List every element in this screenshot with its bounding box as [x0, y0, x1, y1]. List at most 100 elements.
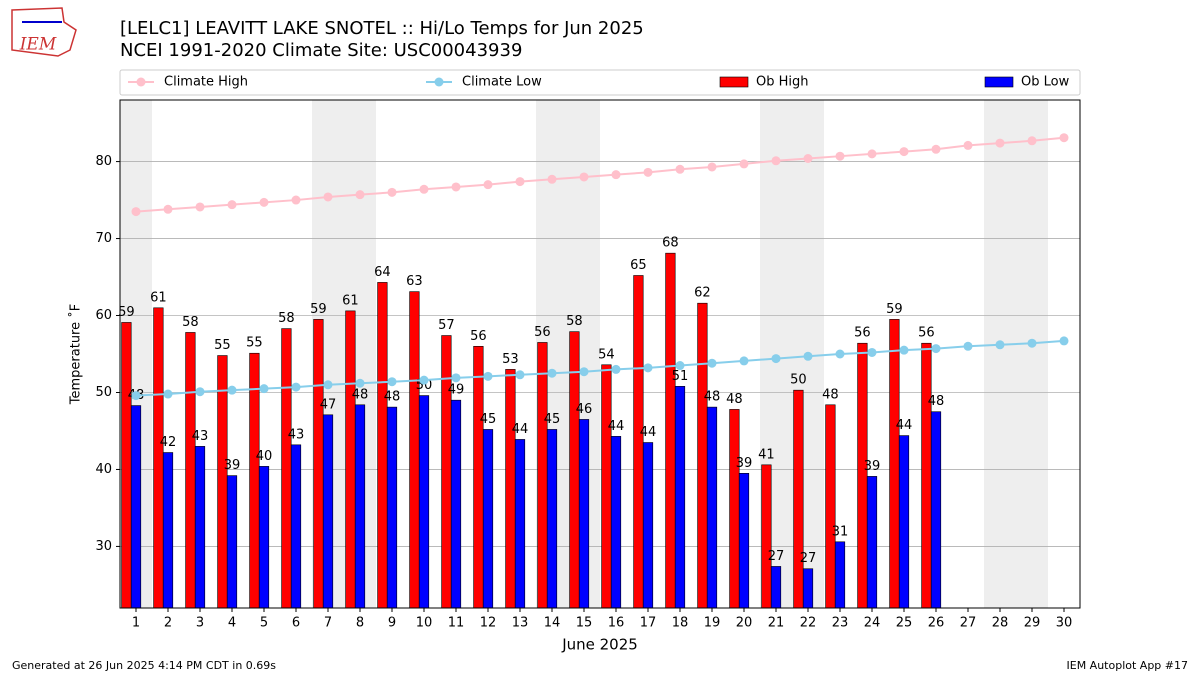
legend-swatch	[719, 76, 749, 88]
bar-label: 61	[342, 293, 359, 308]
bar	[130, 405, 142, 609]
x-tick-label: 17	[640, 616, 657, 631]
bar-label: 48	[352, 387, 369, 402]
bar-label: 58	[566, 314, 583, 329]
chart-title: [LELC1] LEAVITT LAKE SNOTEL :: Hi/Lo Tem…	[120, 18, 644, 39]
point	[451, 182, 461, 192]
bar-label: 56	[918, 326, 935, 341]
x-tick-label: 20	[736, 616, 753, 631]
line	[135, 136, 1065, 213]
bar-label: 49	[448, 383, 465, 398]
point	[931, 144, 941, 154]
point	[867, 347, 877, 357]
y-tick-label: 30	[95, 539, 112, 554]
bar-label: 27	[800, 551, 817, 566]
x-tick-label: 25	[896, 616, 913, 631]
bar	[258, 466, 270, 609]
bar-label: 39	[224, 458, 241, 473]
point	[195, 202, 205, 212]
footer-left: Generated at 26 Jun 2025 4:14 PM CDT in …	[12, 659, 276, 672]
bar	[153, 307, 164, 609]
point	[483, 180, 493, 190]
point	[451, 373, 461, 383]
point	[803, 351, 813, 361]
bar-label: 50	[790, 373, 807, 388]
point	[675, 361, 685, 371]
point	[259, 384, 269, 394]
point	[611, 364, 621, 374]
point	[547, 174, 557, 184]
bar-label: 39	[864, 459, 881, 474]
bar	[322, 414, 334, 609]
point	[995, 138, 1005, 148]
x-tick-label: 24	[864, 616, 881, 631]
point	[579, 172, 589, 182]
x-tick-label: 23	[832, 616, 849, 631]
bar	[665, 252, 676, 609]
bar-label: 63	[406, 274, 423, 289]
bar	[377, 282, 388, 609]
bar	[738, 473, 750, 609]
y-tick-label: 60	[95, 308, 112, 323]
point	[419, 375, 429, 385]
point	[739, 356, 749, 366]
bar-label: 62	[694, 286, 711, 301]
bar-label: 43	[192, 429, 209, 444]
bar-label: 45	[544, 412, 561, 427]
point	[483, 371, 493, 381]
bar-label: 53	[502, 352, 519, 367]
bar	[217, 355, 228, 609]
bar	[450, 399, 462, 609]
x-tick-label: 19	[704, 616, 721, 631]
bar	[194, 446, 206, 609]
bar	[633, 275, 644, 609]
x-tick-label: 14	[544, 616, 561, 631]
x-tick-label: 6	[292, 616, 300, 631]
point	[867, 149, 877, 159]
bar-label: 55	[246, 336, 263, 351]
bar	[354, 404, 366, 609]
point	[707, 162, 717, 172]
bar-label: 58	[278, 311, 295, 326]
legend-label: Ob High	[756, 75, 809, 90]
bar-label: 64	[374, 265, 391, 280]
bar	[345, 310, 356, 609]
bar	[697, 302, 708, 609]
bar	[898, 435, 910, 609]
bar-label: 43	[288, 427, 305, 442]
bar	[866, 476, 878, 609]
chart-subtitle: NCEI 1991-2020 Climate Site: USC00043939	[120, 40, 522, 61]
bar-label: 40	[256, 449, 273, 464]
bar-label: 48	[822, 387, 839, 402]
point	[195, 387, 205, 397]
bar-label: 68	[662, 236, 679, 251]
x-tick-label: 3	[196, 616, 204, 631]
x-tick-label: 5	[260, 616, 268, 631]
point	[355, 378, 365, 388]
bar	[857, 342, 868, 609]
bar	[281, 328, 292, 609]
bar	[290, 444, 302, 609]
bar	[802, 568, 814, 609]
bar	[674, 386, 686, 609]
legend-swatch	[984, 76, 1014, 88]
bar-label: 56	[470, 329, 487, 344]
point	[707, 358, 717, 368]
point	[835, 151, 845, 161]
bar-label: 57	[438, 318, 455, 333]
point	[323, 192, 333, 202]
bar-label: 46	[576, 402, 593, 417]
y-tick-label: 80	[95, 154, 112, 169]
bar-label: 48	[384, 390, 401, 405]
point	[963, 341, 973, 351]
bar-label: 44	[512, 422, 529, 437]
point	[227, 385, 237, 395]
bar-label: 58	[182, 315, 199, 330]
bar-label: 65	[630, 258, 647, 273]
bar	[930, 411, 942, 609]
point	[771, 156, 781, 166]
point	[163, 204, 173, 214]
bar	[825, 404, 836, 609]
point	[291, 382, 301, 392]
